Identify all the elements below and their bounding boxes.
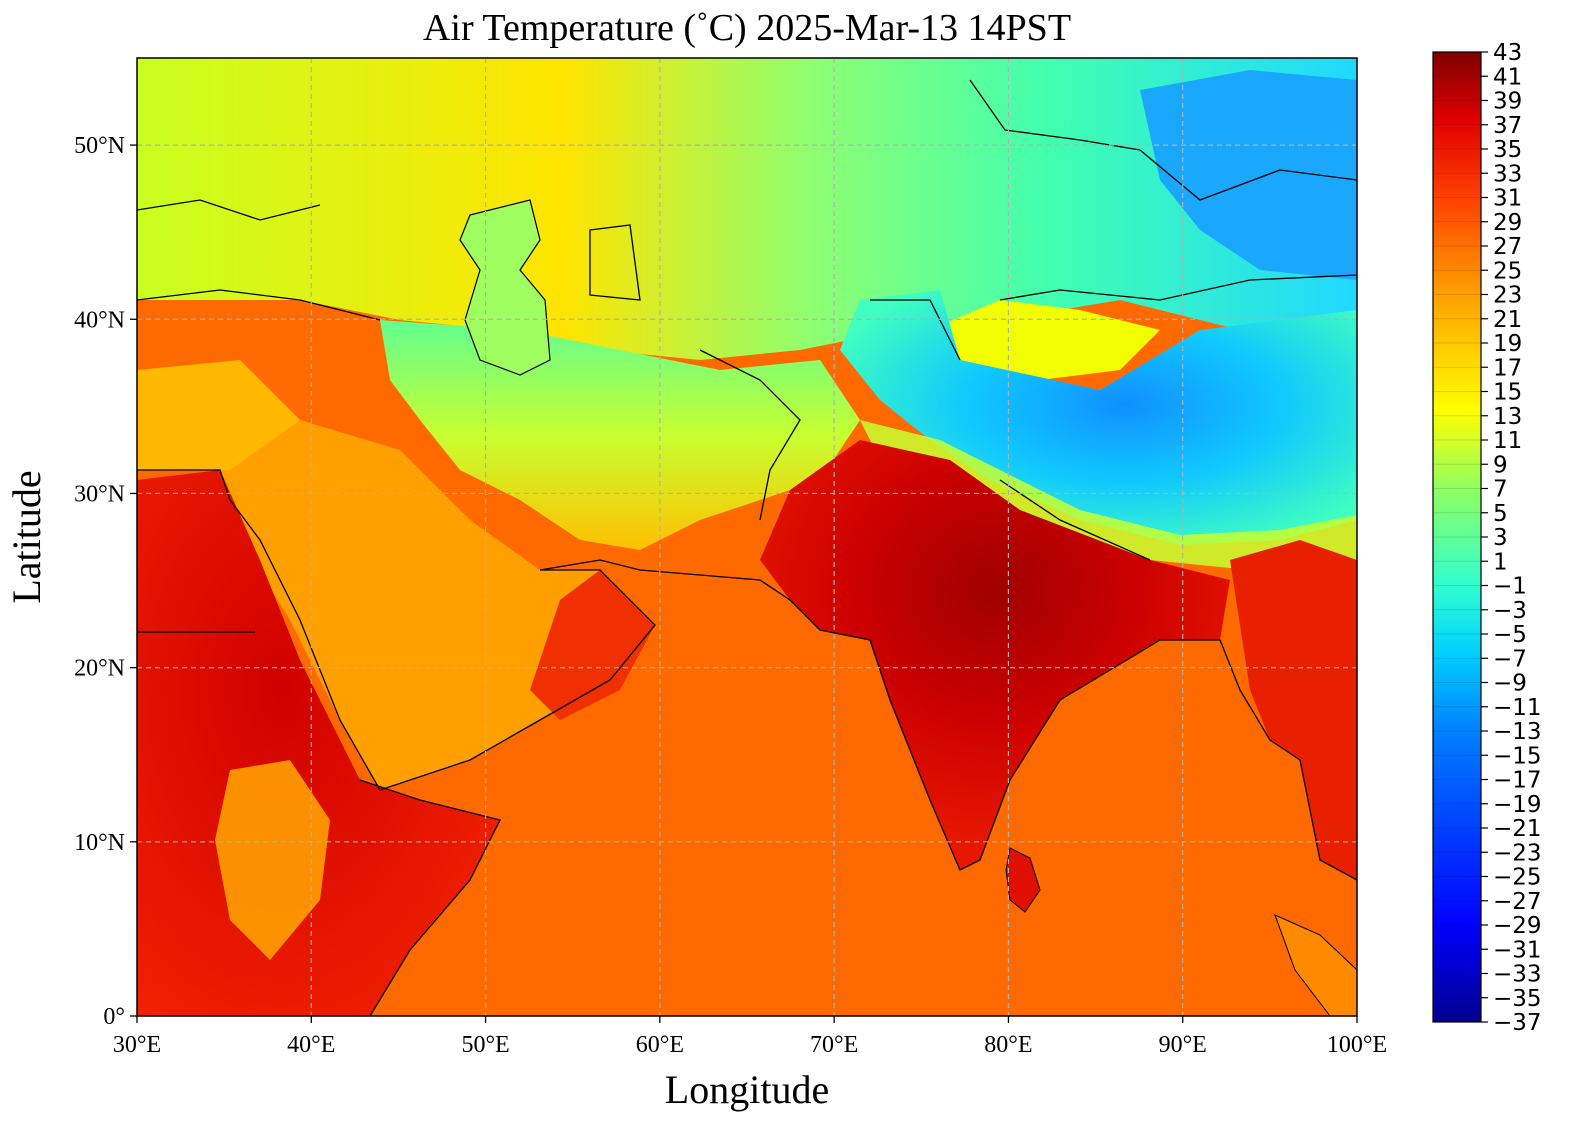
colorbar-tick-label: 15 [1493, 380, 1522, 406]
colorbar-tick-label: 39 [1493, 89, 1522, 115]
colorbar-tick-label: 29 [1493, 210, 1522, 236]
colorbar-tick-label: −35 [1493, 986, 1542, 1012]
colorbar-tick-label: 33 [1493, 161, 1522, 187]
colorbar-tick-label: 7 [1493, 477, 1508, 503]
colorbar-tick-label: −17 [1493, 768, 1542, 794]
x-tick-label: 70°E [810, 1032, 858, 1058]
colorbar-tick-label: −9 [1493, 671, 1527, 697]
tian-shan-region [1140, 70, 1357, 280]
x-tick-label: 80°E [984, 1032, 1032, 1058]
colorbar-tick-label: 27 [1493, 234, 1522, 260]
x-tick-label: 60°E [636, 1032, 684, 1058]
y-axis-ticks: 0° 10°N 20°N 30°N 40°N 50°N [74, 133, 137, 1030]
sri-lanka-region [1005, 847, 1041, 913]
colorbar-tick-label: 35 [1493, 137, 1522, 163]
colorbar-tick-label: −1 [1493, 574, 1527, 600]
colorbar-tick-label: 21 [1493, 307, 1522, 333]
colorbar-tick-label: 17 [1493, 355, 1522, 381]
colorbar-tick-label: −11 [1493, 695, 1542, 721]
colorbar-tick-label: 3 [1493, 525, 1508, 551]
colorbar-tick-label: 37 [1493, 113, 1522, 139]
colorbar-tick-label: 31 [1493, 186, 1522, 212]
colorbar-tick-label: 41 [1493, 64, 1522, 90]
colorbar-tick-label: −37 [1493, 1010, 1542, 1036]
colorbar-tick-label: −29 [1493, 913, 1542, 939]
plot-frame [136, 57, 1358, 1017]
colorbar-tick-label: −19 [1493, 792, 1542, 818]
colorbar-tick-label: 19 [1493, 331, 1522, 357]
y-tick-label: 0° [103, 1004, 125, 1030]
colorbar-tick-label: −3 [1493, 598, 1527, 624]
colorbar-tick-label: −15 [1493, 743, 1542, 769]
colorbar-tick-label: 11 [1493, 428, 1522, 454]
colorbar-tick-label: −21 [1493, 816, 1542, 842]
colorbar-tick-label: −7 [1493, 646, 1527, 672]
colorbar-tick-label: 13 [1493, 404, 1522, 430]
colorbar-tick-label: 9 [1493, 452, 1508, 478]
colorbar-gradient [1432, 51, 1482, 1023]
gridlines [137, 58, 1357, 1016]
colorbar-tick-label: −23 [1493, 840, 1542, 866]
x-tick-label: 50°E [461, 1032, 509, 1058]
indian-subcontinent-region [760, 440, 1230, 870]
y-tick-label: 30°N [74, 481, 125, 507]
oman-region [530, 570, 655, 720]
x-tick-label: 90°E [1159, 1032, 1207, 1058]
y-tick-label: 50°N [74, 133, 125, 159]
colorbar-tick-label: 25 [1493, 258, 1522, 284]
southeast-asia-region [1230, 540, 1357, 880]
colorbar-tick-label: −31 [1493, 937, 1542, 963]
colorbar-tick-label: −5 [1493, 622, 1527, 648]
colorbar-tick-label: −27 [1493, 889, 1542, 915]
y-tick-label: 20°N [74, 656, 125, 682]
colorbar: 434139373533312927252321191715131197531−… [1432, 40, 1542, 1036]
temperature-field [137, 58, 1357, 1016]
y-tick-label: 40°N [74, 307, 125, 333]
colorbar-tick-label: 1 [1493, 549, 1508, 575]
iranian-plateau-region [380, 320, 860, 550]
caspian-sea [459, 199, 551, 376]
colorbar-ticks: 434139373533312927252321191715131197531−… [1481, 40, 1542, 1036]
tarim-basin-region [930, 300, 1160, 380]
x-tick-label: 100°E [1327, 1032, 1387, 1058]
colorbar-bands [1433, 75, 1481, 1023]
y-axis-label: Latitude [4, 470, 49, 603]
colorbar-tick-label: −33 [1493, 962, 1542, 988]
x-axis-ticks: 30°E 40°E 50°E 60°E 70°E 80°E 90°E 100°E [113, 1016, 1387, 1058]
x-axis-label: Longitude [665, 1067, 829, 1112]
x-tick-label: 30°E [113, 1032, 161, 1058]
colorbar-tick-label: −25 [1493, 865, 1542, 891]
chart-title: Air Temperature (˚C) 2025-Mar-13 14PST [423, 7, 1071, 49]
colorbar-tick-label: 43 [1493, 40, 1522, 66]
x-tick-label: 40°E [287, 1032, 335, 1058]
colorbar-tick-label: −13 [1493, 719, 1542, 745]
colorbar-tick-label: 23 [1493, 283, 1522, 309]
colorbar-tick-label: 5 [1493, 501, 1508, 527]
levant-anatolia-region [137, 360, 300, 470]
tibetan-plateau-region [840, 290, 1357, 545]
northern-region [137, 58, 1357, 360]
y-tick-label: 10°N [74, 830, 125, 856]
ethiopian-highlands-region [215, 760, 330, 960]
sumatra-region [1274, 914, 1357, 1016]
himalaya-front-region [860, 420, 1357, 570]
